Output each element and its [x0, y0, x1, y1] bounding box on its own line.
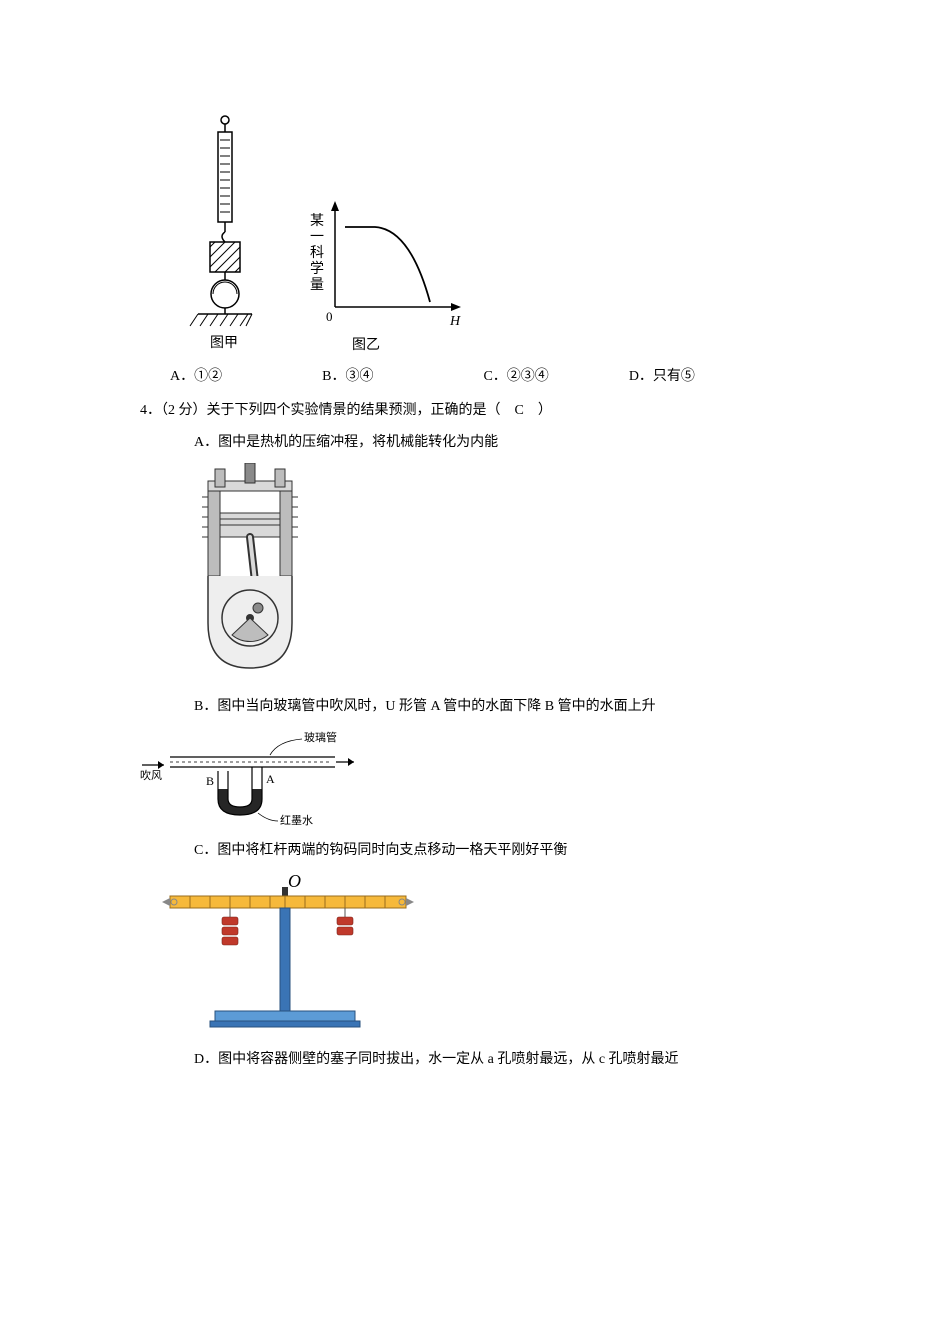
figure-lever: O: [160, 871, 810, 1036]
origin-label: 0: [326, 309, 333, 324]
label-yi: 图乙: [352, 337, 380, 353]
lever-svg: O: [160, 871, 420, 1036]
graph-svg: 某 一 科 学 量 0 H 图乙: [290, 187, 480, 357]
svg-text:科: 科: [310, 245, 324, 261]
ink-label: 红墨水: [280, 814, 313, 827]
svg-text:量: 量: [310, 277, 324, 293]
glass-label: 玻璃管: [304, 730, 337, 744]
figure-utube: 吹风 玻璃管 A B 红墨水: [140, 727, 810, 827]
q4-option-a: A．图中是热机的压缩冲程，将机械能转化为内能: [194, 431, 810, 451]
figure-jia: 图甲: [180, 112, 270, 357]
figure-engine: [180, 463, 810, 683]
q3-option-c: C．②③④: [483, 365, 548, 385]
utube-svg: 吹风 玻璃管 A B 红墨水: [140, 727, 370, 827]
blow-label: 吹风: [140, 769, 162, 782]
spring-scale-svg: 图甲: [180, 112, 270, 357]
svg-text:一: 一: [310, 230, 324, 245]
q3-option-a: A．①②: [170, 365, 222, 385]
x-axis-label: H: [449, 314, 461, 329]
q4-option-d: D．图中将容器侧壁的塞子同时拔出，水一定从 a 孔喷射最远，从 c 孔喷射最近: [194, 1048, 810, 1068]
q3-option-b: B．③④: [322, 365, 373, 385]
y-axis-label-1: 某: [310, 213, 324, 229]
q3-options-row: A．①② B．③④ C．②③④ D．只有⑤: [170, 365, 810, 385]
a-label: A: [266, 772, 275, 786]
pivot-label: O: [288, 871, 301, 891]
svg-text:学: 学: [310, 261, 324, 277]
figure-spring-graph: 图甲 某 一 科 学 量: [180, 112, 810, 357]
q4-option-b: B．图中当向玻璃管中吹风时，U 形管 A 管中的水面下降 B 管中的水面上升: [194, 695, 810, 715]
label-jia: 图甲: [210, 336, 238, 351]
q4-stem: 4．（2 分）关于下列四个实验情景的结果预测，正确的是（ C ）: [140, 399, 810, 419]
q3-option-d: D．只有⑤: [629, 365, 695, 385]
b-label: B: [206, 774, 214, 788]
figure-yi: 某 一 科 学 量 0 H 图乙: [290, 187, 480, 357]
engine-svg: [180, 463, 320, 683]
q4-option-c: C．图中将杠杆两端的钩码同时向支点移动一格天平刚好平衡: [194, 839, 810, 859]
